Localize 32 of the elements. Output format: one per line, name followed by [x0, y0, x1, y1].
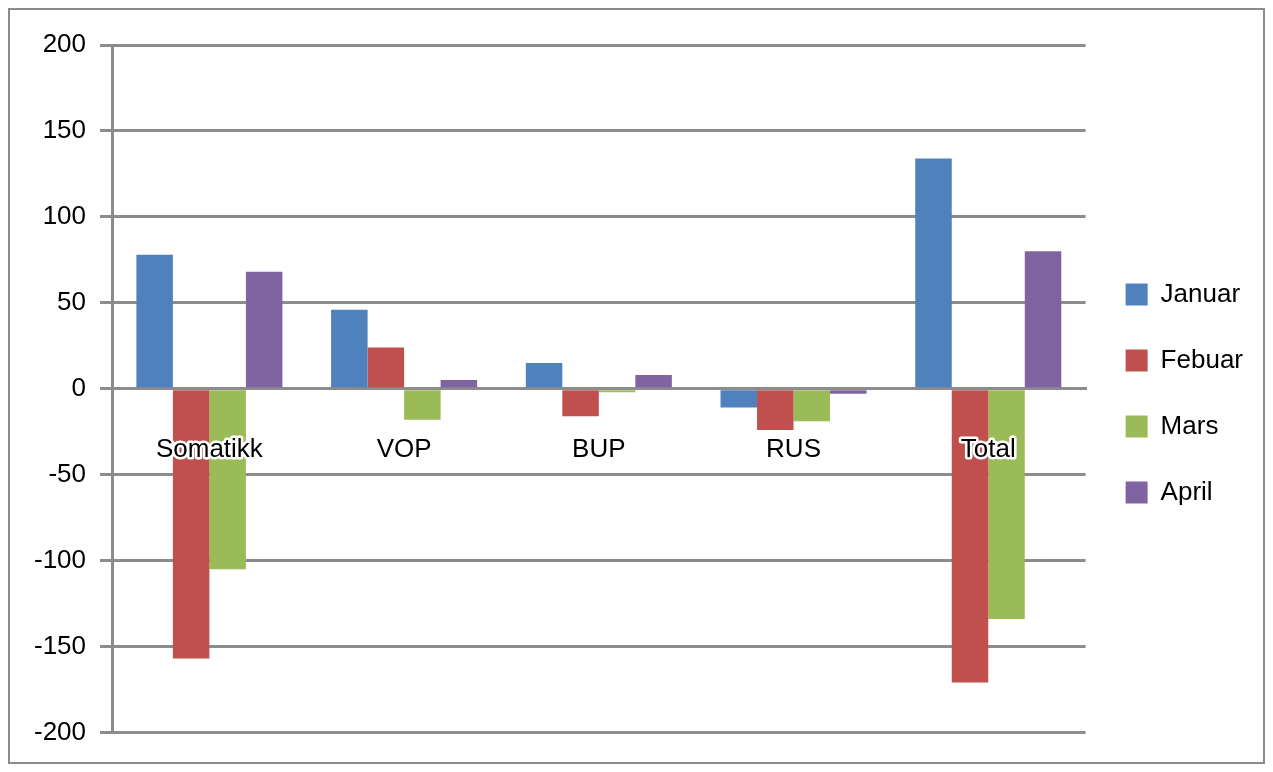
y-tick-label: 0 [71, 371, 87, 402]
x-tick-label: RUS [766, 432, 821, 463]
x-tick-label: VOP [376, 432, 432, 463]
legend-label: April [1160, 475, 1213, 506]
bar [720, 390, 758, 408]
legend-label: Januar [1160, 277, 1241, 308]
y-tick-label: 200 [42, 28, 87, 59]
y-tick-label: -50 [48, 457, 87, 488]
y-tick-label: -200 [33, 715, 87, 746]
bar [635, 374, 672, 388]
bar [331, 309, 368, 388]
legend-label: Febuar [1160, 343, 1244, 374]
y-tick-label: -100 [33, 543, 87, 574]
bar [793, 390, 831, 422]
bar [1024, 251, 1062, 388]
bar [915, 158, 952, 388]
bar [404, 390, 441, 420]
bar [136, 254, 173, 388]
x-tick-label: BUP [572, 432, 626, 463]
bar [562, 390, 599, 417]
bar [440, 380, 478, 388]
bar [757, 390, 794, 430]
legend-label: Mars [1160, 409, 1219, 440]
y-tick-label: 50 [57, 285, 87, 316]
y-tick-label: -150 [33, 629, 87, 660]
y-tick-label: 100 [42, 200, 87, 231]
bar [830, 390, 867, 394]
y-tick-label: 150 [42, 114, 87, 145]
bar [367, 347, 405, 388]
bar [245, 271, 283, 388]
bar [525, 362, 563, 388]
x-tick-label: Somatikk [155, 432, 264, 463]
